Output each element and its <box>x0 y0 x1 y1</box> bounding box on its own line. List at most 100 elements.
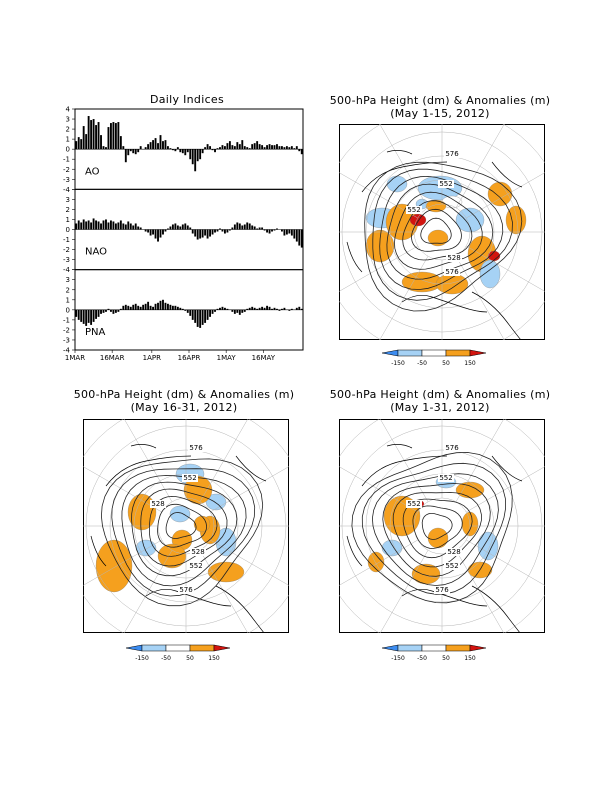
coastline <box>471 585 521 633</box>
y-tick-label: -3 <box>63 336 70 344</box>
index-bar <box>223 307 226 310</box>
index-bar <box>90 222 93 230</box>
index-bar <box>263 147 266 150</box>
index-panel-nao: 3 2 1 0 -1 -2 -3 -4 NAO <box>63 188 304 274</box>
contour-label: 552 <box>439 180 452 188</box>
index-bar <box>179 226 182 230</box>
index-bar <box>243 224 246 230</box>
index-bar <box>149 229 152 236</box>
colorbar-arrow-left <box>125 644 143 652</box>
index-bar <box>196 309 199 327</box>
index-bar <box>87 309 90 323</box>
contour-label: 552 <box>407 206 420 214</box>
colorbar-label: 150 <box>208 655 220 662</box>
index-bar <box>290 308 293 310</box>
index-bar <box>278 146 281 150</box>
meridian <box>210 539 289 586</box>
index-bar <box>298 229 301 246</box>
index-bar <box>219 228 221 230</box>
index-bar <box>298 149 301 152</box>
index-bar <box>273 145 276 150</box>
coastline <box>491 455 523 482</box>
index-bar <box>276 308 278 310</box>
coastline <box>105 455 192 487</box>
contour-label-bg <box>188 562 204 570</box>
index-bar <box>92 309 95 322</box>
contour-label: 528 <box>151 500 164 508</box>
index-bar <box>109 123 112 150</box>
meridian <box>379 124 429 208</box>
index-bar <box>144 147 147 150</box>
y-tick-label: -3 <box>63 176 70 184</box>
contour-label: 528 <box>191 548 204 556</box>
index-bar <box>201 149 204 154</box>
index-bar <box>253 226 256 230</box>
index-bar <box>124 224 127 230</box>
colorbar-swatch <box>445 349 471 357</box>
index-bar <box>181 149 184 154</box>
meridian <box>339 539 418 586</box>
index-bar <box>109 309 112 312</box>
index-bar <box>258 144 261 150</box>
index-bar <box>298 306 301 310</box>
index-bar <box>184 309 187 311</box>
index-bar <box>166 146 169 150</box>
map2-title-line1: 500-hPa Height (dm) & Anomalies (m) <box>73 388 295 401</box>
index-bar <box>231 227 234 230</box>
y-tick-label: -3 <box>63 256 70 264</box>
index-bar <box>137 149 140 153</box>
index-bar <box>236 222 239 230</box>
index-bar <box>152 229 155 235</box>
index-bar <box>124 304 127 310</box>
index-bar <box>87 220 90 230</box>
map1-title-line2: (May 1-15, 2012) <box>390 107 490 120</box>
index-bar <box>174 149 177 152</box>
colorbar-label: -150 <box>391 360 405 367</box>
index-bar <box>209 146 212 150</box>
coastline <box>130 444 157 449</box>
index-bar <box>142 304 145 310</box>
index-bar <box>82 309 85 324</box>
index-bar <box>129 223 132 230</box>
anomaly-patch <box>386 175 408 193</box>
index-bar <box>112 122 115 150</box>
index-bar <box>122 305 125 310</box>
index-bar <box>258 307 261 310</box>
index-label: NAO <box>85 247 107 258</box>
height-contour <box>361 462 507 595</box>
colorbar-arrow-left <box>381 644 399 652</box>
index-bar <box>92 119 95 150</box>
x-tick-label: 1MAY <box>217 354 237 362</box>
index-bar <box>253 143 256 150</box>
index-bar <box>258 227 261 230</box>
height-contour <box>131 481 238 577</box>
colorbar-swatch <box>421 349 447 357</box>
index-bar <box>147 229 150 233</box>
index-bar <box>114 309 117 313</box>
contour-label-bg <box>438 180 454 188</box>
index-bar <box>179 307 182 310</box>
index-bar <box>251 225 254 230</box>
meridian <box>379 550 429 633</box>
index-bar <box>246 147 249 150</box>
index-bar <box>266 229 269 233</box>
index-bar <box>290 146 293 150</box>
index-bar <box>176 147 179 150</box>
index-bar <box>87 116 90 150</box>
index-bar <box>246 222 249 230</box>
contour-label-bg <box>434 586 450 594</box>
index-bar <box>117 122 120 150</box>
height-contour <box>371 473 499 586</box>
index-bar <box>112 221 115 230</box>
contour-label-bg <box>444 268 460 276</box>
index-bar <box>283 147 286 150</box>
index-bar <box>164 302 167 310</box>
index-bar <box>216 308 219 310</box>
index-panel-pna: 3 2 1 0 -1 -2 -3 -4 PNA <box>63 269 304 355</box>
index-bar <box>199 229 202 239</box>
colorbar-map3: -150 -50 50 150 <box>381 644 487 662</box>
index-bar <box>201 309 204 325</box>
anomaly-patch <box>367 551 385 573</box>
index-bar <box>273 229 276 231</box>
